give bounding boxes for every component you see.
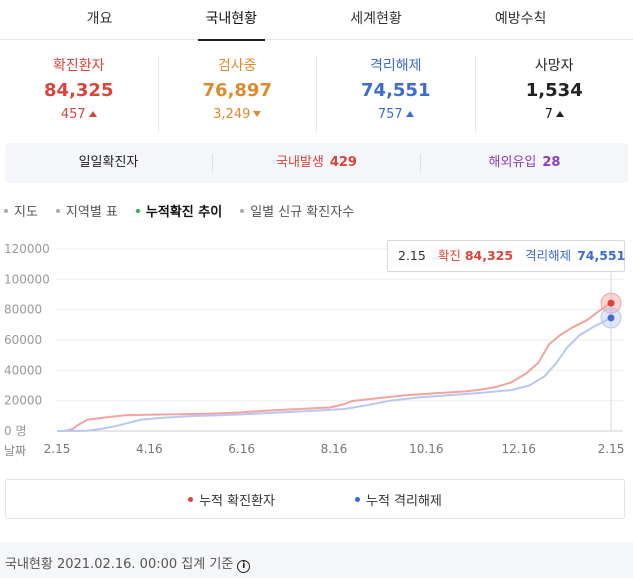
stat-delta: 7 <box>476 104 633 126</box>
daily-title: 일일확진자 <box>5 154 213 172</box>
decrease-arrow-icon <box>253 111 262 117</box>
daily-domestic: 국내발생 429 <box>213 154 421 172</box>
info-icon[interactable]: i <box>237 560 251 573</box>
legend-label: 누적 격리해제 <box>366 493 442 509</box>
stat-delta: 457 <box>0 104 158 126</box>
y-tick-label: 60000 <box>4 333 42 347</box>
tab-world-status[interactable]: 세계현황 <box>350 11 402 27</box>
stat-label: 격리해제 <box>369 58 422 74</box>
released-series-line <box>57 317 612 432</box>
overseas-value: 28 <box>542 155 561 170</box>
stat-delta: 757 <box>317 104 475 126</box>
tooltip-date: 2.15 <box>398 248 426 263</box>
bullet-icon <box>55 209 60 213</box>
daily-overseas: 해외유입 28 <box>421 154 628 172</box>
view-subtabs: 지도 지역별 표 누적확진 추이 일별 신규 확진자수 <box>4 201 372 221</box>
stat-delta-value: 3,249 <box>213 107 251 122</box>
tooltip-released-value: 74,551 <box>577 248 626 263</box>
x-tick-label: 8.16 <box>321 442 348 456</box>
x-tick-label: 12.16 <box>501 442 535 456</box>
x-axis-ticks: 2.15 4.16 6.16 8.16 10.16 12.16 2.15 <box>44 442 625 456</box>
chart-gridlines <box>57 248 623 432</box>
legend-item-confirmed[interactable]: 누적 확진환자 <box>188 490 275 509</box>
x-tick-label: 4.16 <box>136 442 163 456</box>
subtab-label: 지도 <box>14 205 38 220</box>
overseas-label: 해외유입 <box>488 155 537 170</box>
bullet-icon <box>240 209 245 213</box>
confirmed-series-line <box>57 302 612 432</box>
x-tick-label: 2.15 <box>44 442 71 456</box>
stat-value: 76,897 <box>202 80 272 101</box>
stat-value: 1,534 <box>525 80 583 101</box>
tab-overview[interactable]: 개요 <box>86 11 113 27</box>
tab-prevention-rules[interactable]: 예방수칙 <box>494 11 547 27</box>
daily-confirmed-bar: 일일확진자 국내발생 429 해외유입 28 <box>5 143 628 183</box>
y-tick-label: 80000 <box>4 303 42 317</box>
stat-value: 74,551 <box>361 80 431 101</box>
footer-text: 국내현황 2021.02.16. 00:00 집계 기준 <box>5 557 234 572</box>
y-tick-label: 0 명 <box>4 424 27 438</box>
stat-delta: 3,249 <box>159 104 317 126</box>
tab-domestic-status[interactable]: 국내현황 <box>197 0 266 41</box>
chart-tooltip: 2.15 확진 84,325 격리해제 74,551 <box>387 240 625 272</box>
stat-delta-value: 757 <box>377 107 403 122</box>
chart-hover-markers <box>600 292 622 329</box>
y-axis-ticks: 0 명 20000 40000 60000 80000 100000 120000 <box>4 242 50 438</box>
subtab-label: 누적확진 추이 <box>145 205 223 220</box>
tooltip-released-label: 격리해제 <box>525 248 572 263</box>
stat-delta-value: 457 <box>60 107 86 122</box>
stat-label: 확진환자 <box>52 58 105 74</box>
legend-dot-icon <box>355 496 360 502</box>
subtab-map[interactable]: 지도 <box>4 201 38 221</box>
tooltip-confirmed-value: 84,325 <box>464 248 514 263</box>
subtab-daily-new-cases[interactable]: 일별 신규 확진자수 <box>240 201 354 221</box>
x-tick-label: 2.15 <box>598 442 625 456</box>
footer: 국내현황 2021.02.16. 00:00 집계 기준 i <box>0 542 633 578</box>
y-tick-label: 40000 <box>4 363 42 377</box>
increase-arrow-icon <box>405 111 414 117</box>
stat-label: 사망자 <box>534 58 574 74</box>
domestic-label: 국내발생 <box>276 155 324 170</box>
subtab-cumulative-trend[interactable]: 누적확진 추이 <box>135 201 223 221</box>
subtab-label: 지역별 표 <box>65 205 118 220</box>
legend-dot-icon <box>188 496 194 502</box>
increase-arrow-icon <box>555 111 564 117</box>
subtab-region-table[interactable]: 지역별 표 <box>55 201 118 221</box>
x-tick-label: 10.16 <box>409 442 443 456</box>
stat-confirmed: 확진환자 84,325 457 <box>0 56 159 132</box>
bullet-icon <box>135 209 140 213</box>
y-tick-label: 120000 <box>4 242 50 256</box>
released-point <box>607 314 615 322</box>
stat-delta-value: 7 <box>544 107 553 122</box>
legend-label: 누적 확진환자 <box>199 493 275 509</box>
increase-arrow-icon <box>88 111 97 117</box>
legend-item-released[interactable]: 누적 격리해제 <box>355 490 442 509</box>
subtab-label: 일별 신규 확진자수 <box>250 205 355 220</box>
domestic-value: 429 <box>329 155 357 170</box>
stat-testing: 검사중 76,897 3,249 <box>159 56 317 132</box>
stat-released: 격리해제 74,551 757 <box>317 56 476 132</box>
y-tick-label: 100000 <box>4 272 50 286</box>
x-tick-label: 6.16 <box>228 442 255 456</box>
y-tick-label: 20000 <box>4 394 42 408</box>
stat-deaths: 사망자 1,534 7 <box>476 56 633 132</box>
main-tabs: 개요 국내현황 세계현황 예방수칙 <box>0 0 633 41</box>
cumulative-trend-chart[interactable]: 0 명 20000 40000 60000 80000 100000 120000 2.15… <box>0 232 633 472</box>
stat-value: 84,325 <box>44 80 114 101</box>
chart-series <box>57 302 612 432</box>
chart-legend: 누적 확진환자 누적 격리해제 <box>5 479 625 519</box>
stat-label: 검사중 <box>217 58 257 74</box>
x-axis-label: 날짜 <box>4 444 26 458</box>
bullet-icon <box>4 209 8 213</box>
confirmed-point <box>607 299 615 307</box>
tooltip-confirmed-label: 확진 <box>437 248 461 263</box>
summary-stats: 확진환자 84,325 457 검사중 76,897 3,249 격리해제 74… <box>0 56 633 132</box>
